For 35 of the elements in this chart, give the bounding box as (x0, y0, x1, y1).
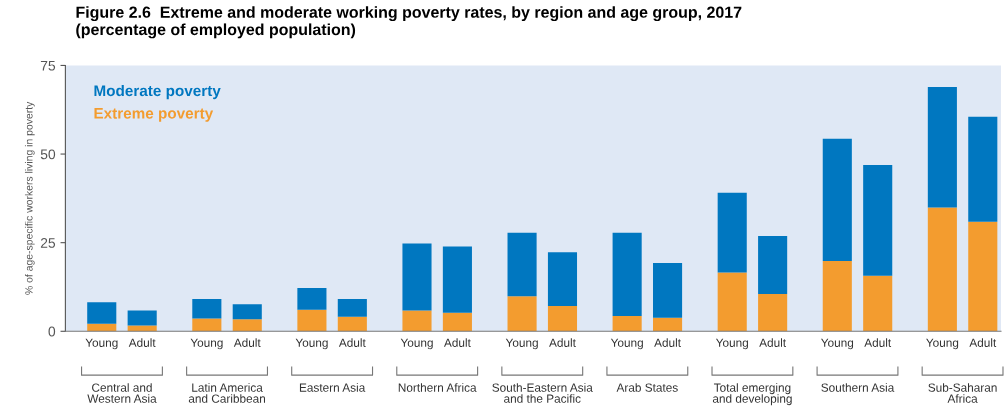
text: Southern Asia (821, 383, 895, 392)
x-tick-label: Adult (233, 338, 261, 347)
text: Latin America and Caribbean (188, 383, 266, 403)
x-tick-label: Young (400, 338, 433, 350)
y-tick-label: 0 (48, 326, 56, 337)
text: South-Eastern Asia and the Pacific (492, 383, 593, 403)
text: Eastern Asia (299, 383, 366, 392)
x-tick-label: Young (85, 338, 118, 350)
x-tick-label: Young (295, 338, 328, 350)
x-tick-label: Adult (443, 338, 471, 347)
x-tick-label: Adult (654, 338, 681, 347)
y-axis-title: % of age-specific workers living in poverty (24, 101, 35, 295)
x-tick-label: Young (715, 338, 748, 350)
text: Extreme poverty (94, 108, 214, 122)
text: Moderate poverty (94, 84, 221, 100)
y-tick-label: 50 (40, 149, 56, 160)
x-tick-label: Young (190, 338, 223, 350)
text: Sub-Saharan Africa (928, 383, 997, 403)
x-tick-label: Young (926, 338, 959, 350)
x-tick-label: Young (505, 338, 538, 350)
x-tick-label: Adult (969, 338, 997, 347)
chart-title: Figure 2.6 Extreme and moderate working poverty rates, by region and age group, 2017 (percentage of employed population) (76, 6, 742, 39)
text: Northern Africa (398, 383, 477, 392)
x-tick-label: Young (821, 338, 854, 350)
text: Central and Western Asia (87, 383, 157, 403)
text: Arab States (616, 383, 678, 392)
y-tick-label: 25 (40, 238, 56, 248)
x-tick-label: Adult (338, 338, 366, 347)
x-tick-label: Adult (759, 338, 786, 347)
x-tick-label: Adult (864, 338, 892, 347)
y-tick-label: 75 (40, 60, 56, 71)
x-tick-label: Adult (128, 338, 156, 347)
x-tick-label: Young (610, 338, 643, 350)
x-tick-label: Adult (549, 338, 576, 347)
text: Total emerging and developing (712, 383, 792, 406)
